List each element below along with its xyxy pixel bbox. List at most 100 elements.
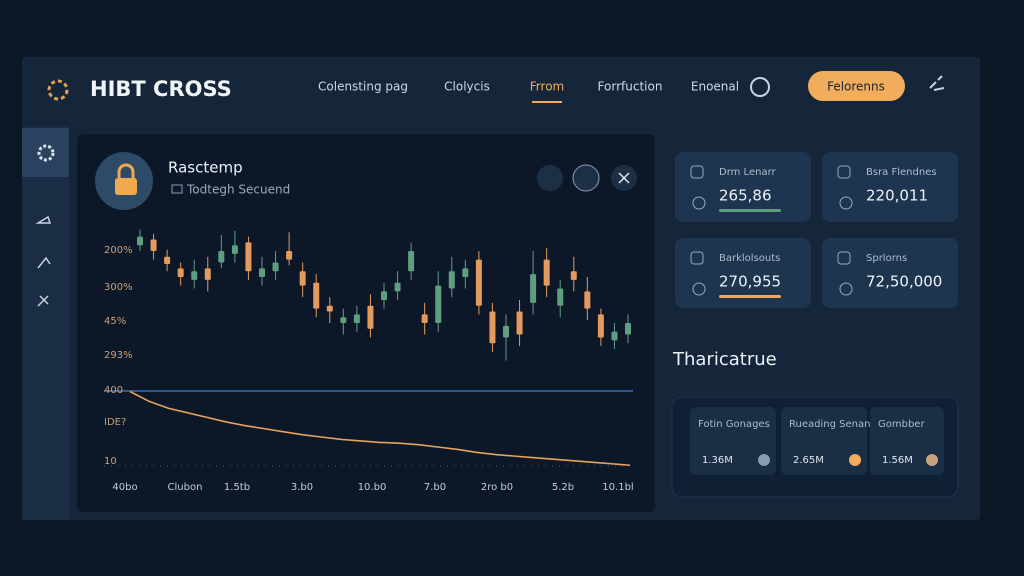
stat-label: Sprlorns	[866, 253, 907, 264]
candle-body	[286, 251, 293, 260]
candle-body	[259, 268, 265, 277]
candle-body	[543, 259, 550, 286]
stat-card	[822, 152, 958, 222]
summary-cell	[781, 407, 867, 475]
lock-body	[115, 178, 137, 195]
candle-body	[218, 251, 225, 263]
y-axis-label: IDE?	[104, 417, 126, 428]
candle-body	[367, 305, 374, 329]
icon-button[interactable]	[572, 164, 600, 192]
nav-item[interactable]: Frrom	[530, 80, 564, 94]
candle-body	[381, 291, 387, 300]
x-axis-label: 7.b0	[424, 482, 446, 493]
summary-value: 1.36M	[702, 455, 733, 466]
stat-icon	[690, 251, 704, 265]
summary-label: Gombber	[878, 419, 925, 430]
summary-cell	[870, 407, 944, 475]
stat-label: Drm Lenarr	[719, 167, 777, 178]
candle-body	[408, 251, 415, 272]
candle-body	[299, 271, 306, 286]
nav-item[interactable]: Colensting pag	[318, 80, 408, 94]
nav-item[interactable]: Enoenal	[691, 80, 739, 94]
nav-item[interactable]: Clolycis	[444, 80, 490, 94]
candle-body	[245, 242, 252, 272]
candle-body	[353, 314, 360, 324]
stat-label: Bsra Flendnes	[866, 167, 937, 178]
section-title: Tharicatrue	[672, 349, 777, 370]
stat-value: 220,011	[866, 187, 928, 205]
icon-button[interactable]	[537, 165, 563, 191]
trend-line	[129, 390, 631, 467]
stat-icon	[690, 165, 704, 179]
x-axis-label: 10.1bl	[602, 482, 633, 493]
lock-shackle	[117, 163, 135, 178]
y-axis-label: 200%	[104, 245, 133, 256]
summary-label: Rueading Senant	[789, 419, 874, 430]
y-axis-label: 293%	[104, 350, 133, 361]
x-axis-label: Clubon	[168, 482, 203, 493]
candle-body	[475, 259, 482, 306]
candle-body	[448, 271, 455, 289]
summary-cell	[690, 407, 776, 475]
candle-body	[597, 314, 604, 338]
x-axis-label: 3.b0	[291, 482, 313, 493]
x-axis-label: 40bo	[112, 482, 137, 493]
candle-body	[489, 311, 496, 344]
candle-body	[340, 317, 347, 324]
logo	[47, 79, 69, 101]
button-label[interactable]: Felorenns	[827, 80, 885, 94]
sidebar	[22, 126, 69, 520]
x-axis-label: 5.2b	[552, 482, 574, 493]
stat-card	[675, 152, 811, 222]
x-axis-label: 2ro b0	[481, 482, 513, 493]
stat-icon	[692, 196, 706, 210]
summary-dot	[758, 454, 770, 466]
x-axis-label: 10.b0	[358, 482, 387, 493]
nav-item[interactable]: Forrfuction	[598, 80, 663, 94]
stat-bar	[719, 295, 781, 298]
y-axis-label: 45%	[104, 316, 126, 327]
candle-body	[394, 282, 401, 292]
gear-icon[interactable]	[37, 144, 55, 162]
candle-body	[313, 282, 320, 309]
candle-body	[204, 268, 211, 280]
stat-icon	[839, 196, 853, 210]
summary-value: 1.56M	[882, 455, 913, 466]
summary-dot	[849, 454, 861, 466]
stat-icon	[839, 282, 853, 296]
refresh-icon[interactable]	[750, 77, 770, 97]
close-icon[interactable]	[618, 172, 630, 184]
y-axis-label: 10	[104, 456, 117, 467]
stat-card	[675, 238, 811, 308]
stat-icon	[837, 251, 851, 265]
candle-body	[570, 271, 577, 280]
candle-body	[625, 323, 631, 335]
candle-body	[164, 256, 171, 264]
stat-card	[822, 238, 958, 308]
primary-button[interactable]	[808, 71, 905, 101]
summary-value: 2.65M	[793, 455, 824, 466]
stat-icon	[692, 282, 706, 296]
candle-body	[516, 311, 523, 335]
candle-body	[272, 262, 279, 272]
sidebar-icons[interactable]	[35, 215, 52, 307]
candle-body	[177, 268, 184, 277]
sidebar-active[interactable]	[22, 128, 69, 177]
candle-body	[462, 268, 469, 277]
x-axis-label: 1.5tb	[224, 482, 250, 493]
candle-body	[231, 245, 238, 254]
stat-value: 265,86	[719, 187, 772, 205]
candle-body	[326, 305, 333, 312]
candle-body	[557, 288, 564, 306]
panel-title: Rasctemp	[168, 159, 243, 177]
candle-body	[503, 325, 509, 338]
tools-icon[interactable]	[929, 75, 945, 91]
stat-value: 72,50,000	[866, 273, 942, 291]
candle-body	[191, 271, 198, 280]
candle-body	[530, 274, 537, 303]
stat-value: 270,955	[719, 273, 781, 291]
candle-body	[137, 236, 143, 246]
stat-label: Barklolsouts	[719, 253, 780, 264]
panel-subtitle: Todtegh Secuend	[186, 183, 290, 197]
